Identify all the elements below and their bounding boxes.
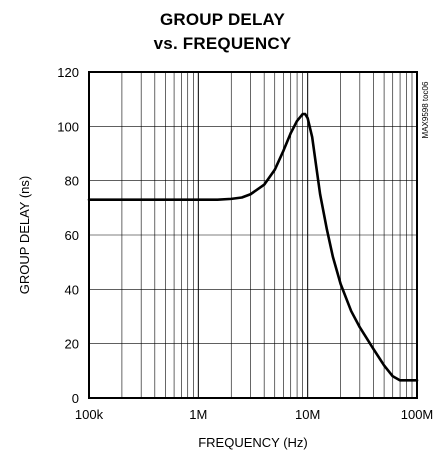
y-axis-label: GROUP DELAY (ns)	[17, 176, 32, 294]
series-line-0	[87, 112, 419, 382]
grid	[89, 72, 417, 398]
data-layer	[87, 112, 419, 382]
x-axis-label: FREQUENCY (Hz)	[198, 435, 308, 450]
x-tick-label: 10M	[295, 407, 320, 422]
tick-labels: 100k 1M 10M 100M 0 20 40 60 80 100 120	[57, 65, 433, 422]
y-tick-label: 100	[57, 119, 79, 134]
x-tick-label: 100k	[75, 407, 104, 422]
plot-frame	[88, 71, 418, 399]
y-tick-label: 0	[72, 391, 79, 406]
chart-annotation: MAX9598 toc06	[421, 81, 430, 138]
y-tick-label: 20	[65, 337, 79, 352]
y-tick-label: 80	[65, 174, 79, 189]
y-tick-label: 120	[57, 65, 79, 80]
x-tick-label: 100M	[401, 407, 434, 422]
chart-subtitle: vs. FREQUENCY	[153, 34, 292, 53]
y-tick-label: 40	[65, 282, 79, 297]
y-tick-label: 60	[65, 228, 79, 243]
chart-title: GROUP DELAY	[159, 10, 285, 29]
x-tick-label: 1M	[189, 407, 207, 422]
